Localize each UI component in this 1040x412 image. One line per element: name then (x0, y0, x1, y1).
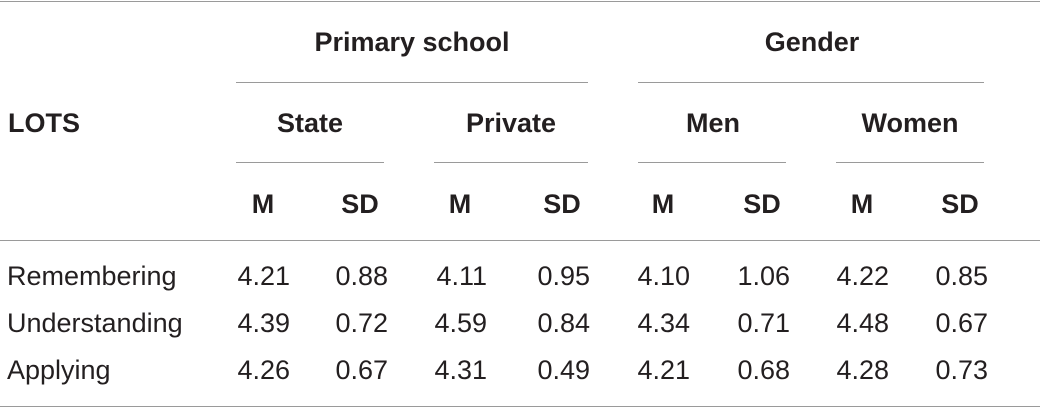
cell-applying-women-m: 4.28 (836, 355, 889, 385)
group-underline-gender (638, 82, 984, 83)
stat-header-women-sd: SD (941, 189, 979, 219)
cell-remembering-women-sd: 0.85 (935, 261, 988, 291)
group-header-primary-school: Primary school (314, 27, 510, 57)
group-header-gender: Gender (764, 27, 860, 57)
stat-header-men-sd: SD (743, 189, 781, 219)
cell-applying-private-sd: 0.49 (537, 355, 590, 385)
stat-header-private-m: M (448, 189, 472, 219)
cell-understanding-state-m: 4.39 (237, 308, 290, 338)
cell-remembering-men-sd: 1.06 (737, 261, 790, 291)
subgroup-underline-private (434, 162, 588, 163)
row-label-understanding: Understanding (7, 308, 183, 338)
cell-remembering-private-sd: 0.95 (537, 261, 590, 291)
subgroup-header-women: Women (861, 108, 959, 138)
cell-remembering-men-m: 4.10 (637, 261, 690, 291)
cell-applying-private-m: 4.31 (434, 355, 487, 385)
header-bottom-border (0, 240, 1040, 241)
stat-header-state-m: M (251, 189, 275, 219)
stat-header-private-sd: SD (543, 189, 581, 219)
cell-understanding-private-m: 4.59 (434, 308, 487, 338)
subgroup-header-private: Private (465, 108, 557, 138)
cell-remembering-private-m: 4.11 (436, 261, 487, 291)
cell-understanding-women-m: 4.48 (836, 308, 889, 338)
subgroup-underline-state (236, 162, 384, 163)
cell-applying-women-sd: 0.73 (935, 355, 988, 385)
row-label-remembering: Remembering (7, 261, 177, 291)
cell-understanding-state-sd: 0.72 (335, 308, 388, 338)
row-label-header: LOTS (8, 108, 80, 138)
subgroup-underline-women (836, 162, 984, 163)
table-top-border (0, 1, 1040, 2)
cell-understanding-men-sd: 0.71 (737, 308, 790, 338)
stat-header-state-sd: SD (341, 189, 379, 219)
subgroup-header-state: State (276, 108, 344, 138)
cell-remembering-state-sd: 0.88 (335, 261, 388, 291)
cell-applying-men-m: 4.21 (637, 355, 690, 385)
group-underline-primary-school (236, 82, 588, 83)
cell-applying-men-sd: 0.68 (737, 355, 790, 385)
cell-remembering-state-m: 4.21 (237, 261, 290, 291)
cell-understanding-men-m: 4.34 (637, 308, 690, 338)
cell-understanding-women-sd: 0.67 (935, 308, 988, 338)
cell-applying-state-m: 4.26 (237, 355, 290, 385)
table-bottom-border (0, 406, 1040, 407)
cell-remembering-women-m: 4.22 (836, 261, 889, 291)
stat-header-women-m: M (850, 189, 874, 219)
cell-understanding-private-sd: 0.84 (537, 308, 590, 338)
stat-header-men-m: M (651, 189, 675, 219)
subgroup-header-men: Men (686, 108, 740, 138)
subgroup-underline-men (638, 162, 786, 163)
cell-applying-state-sd: 0.67 (335, 355, 388, 385)
row-label-applying: Applying (7, 355, 111, 385)
